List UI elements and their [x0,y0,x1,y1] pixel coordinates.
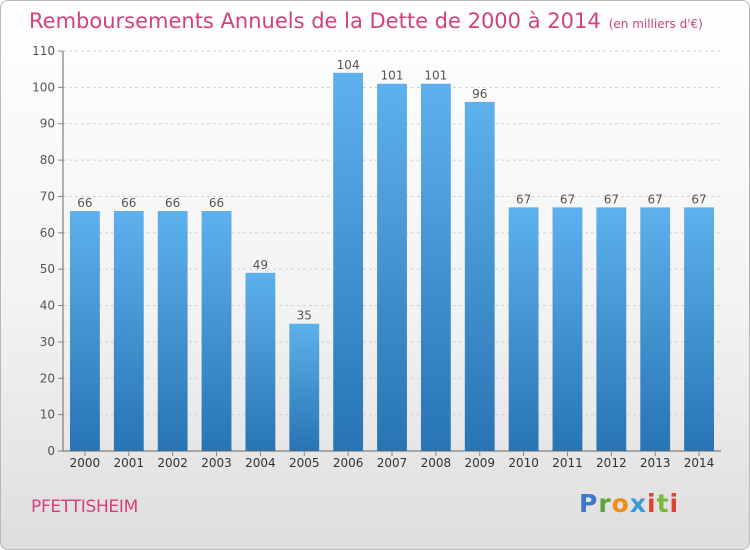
y-axis: 0 10 20 30 40 50 60 70 80 90 100 110 [32,44,64,458]
bar [289,323,320,451]
x-tick-label: 2014 [684,456,715,470]
y-tick-label: 100 [32,80,55,94]
y-tick-label: 80 [40,153,55,167]
bar-value-label: 67 [560,192,575,206]
unit-label: (en milliers d'€) [608,17,703,31]
x-tick-label: 2001 [114,456,145,470]
x-tick-label: 2008 [421,456,452,470]
bar-value-label: 67 [516,192,531,206]
bar [113,211,144,451]
x-tick-label: 2013 [640,456,671,470]
y-tick-label: 40 [40,299,55,313]
chart-title: Remboursements Annuels de la Dette de 20… [29,9,703,33]
bar-value-label: 67 [648,192,663,206]
bar [377,83,407,452]
y-tick-label: 60 [40,226,55,240]
bar-value-label: 101 [381,69,404,83]
bar [201,211,232,451]
bar-value-label: 66 [165,196,180,210]
bar-value-label: 67 [604,192,619,206]
bar [464,101,495,451]
x-tick-label: 2005 [289,456,320,470]
x-tick-label: 2011 [552,456,583,470]
bar-value-label: 35 [297,309,312,323]
bar [684,207,714,451]
bar [245,272,276,451]
x-tick-label: 2012 [596,456,627,470]
bar-value-label: 66 [77,196,92,210]
bar-value-label: 96 [472,87,487,101]
bar [508,207,539,451]
x-tick-label: 2000 [70,456,101,470]
bar [596,207,627,451]
bar-value-label: 101 [424,69,447,83]
x-tick-label: 2007 [377,456,408,470]
x-tick-label: 2003 [201,456,232,470]
x-tick-label: 2009 [464,456,495,470]
x-tick-label: 2002 [157,456,188,470]
y-tick-label: 30 [40,335,55,349]
y-tick-label: 0 [47,444,55,458]
bar [552,207,583,451]
x-tick-label: 2010 [508,456,539,470]
bar-value-label: 66 [121,196,136,210]
x-tick-label: 2004 [245,456,276,470]
bar [157,211,188,451]
y-tick-label: 20 [40,371,55,385]
bar-value-label: 66 [209,196,224,210]
bar [333,72,364,452]
bar-value-label: 104 [337,58,360,72]
bar-value-label: 49 [253,258,268,272]
title-text: Remboursements Annuels de la Dette de 20… [29,9,601,33]
proxiti-logo: Proxiti [579,489,680,518]
y-tick-label: 50 [40,262,55,276]
bar [640,207,671,451]
y-tick-label: 10 [40,408,55,422]
bars: 66 66 66 66 49 35 104 101 101 96 67 67 67 67 67 [70,58,714,452]
x-axis: 2000 2001 2002 2003 2004 2005 2006 2007 2008 2009… [63,450,721,470]
commune-name: PFETTISHEIM [31,497,138,517]
x-tick-label: 2006 [333,456,364,470]
y-tick-label: 90 [40,117,55,131]
bar [70,211,100,451]
y-tick-label: 110 [32,44,55,58]
bar [420,83,451,452]
bar-value-label: 67 [691,192,706,206]
y-tick-label: 70 [40,189,55,203]
